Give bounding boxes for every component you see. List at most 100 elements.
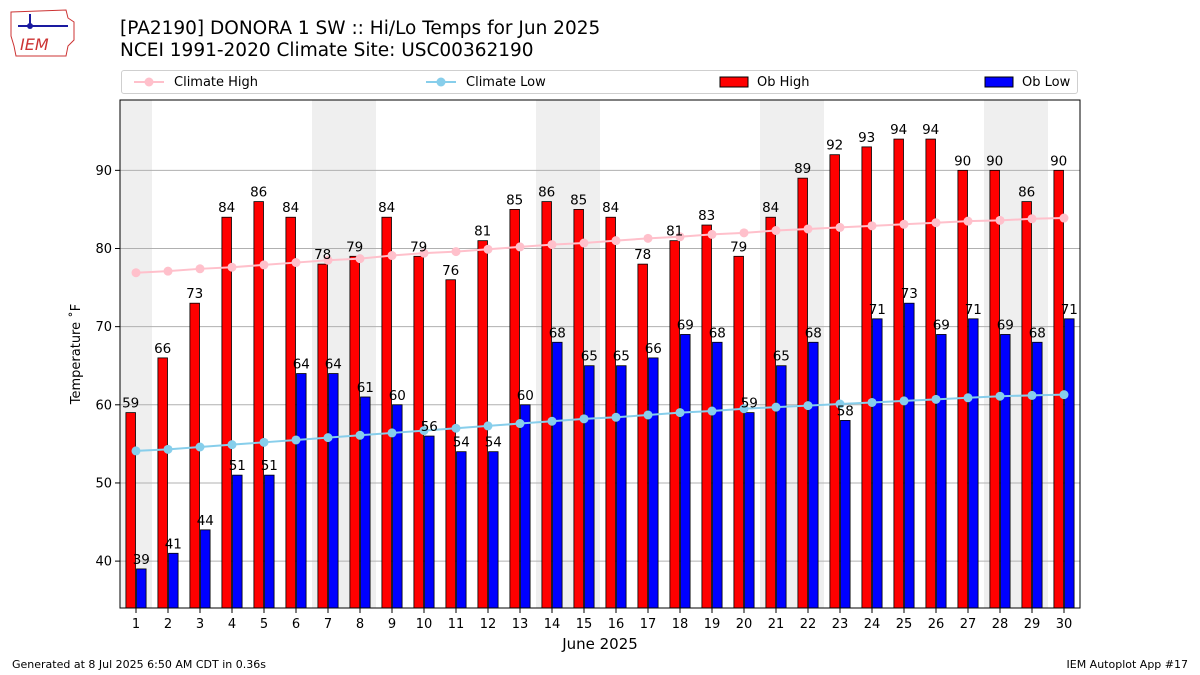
climate-high-point-8 xyxy=(355,254,365,264)
ob-low-bar-10 xyxy=(424,435,435,609)
ob-high-bar-23 xyxy=(829,154,840,609)
ob-high-bar-18 xyxy=(669,240,680,609)
ob-low-bar-13 xyxy=(520,404,531,609)
ob-low-bar-16 xyxy=(616,365,627,609)
climate-high-point-1 xyxy=(131,268,141,278)
x-axis-label: June 2025 xyxy=(561,635,638,653)
ob-high-bar-4 xyxy=(221,216,232,609)
title-line-2: NCEI 1991-2020 Climate Site: USC00362190 xyxy=(120,40,534,61)
climate-low-point-8 xyxy=(355,430,365,440)
x-tick-label-8: 8 xyxy=(356,617,364,632)
ob-high-bar-6 xyxy=(285,216,296,609)
climate-low-point-11 xyxy=(451,423,461,433)
climate-low-point-9 xyxy=(387,428,397,438)
ob-low-label-25: 73 xyxy=(901,286,918,302)
legend-climate-low: Climate Low xyxy=(424,71,546,93)
climate-low-line xyxy=(135,393,1065,452)
climate-high-point-26 xyxy=(931,218,941,228)
ob-high-bar-17 xyxy=(637,263,648,609)
climate-low-point-6 xyxy=(291,435,301,445)
climate-high-point-16 xyxy=(611,236,621,246)
climate-low-point-4 xyxy=(227,440,237,450)
weekend-shade-7 xyxy=(312,100,344,608)
ob-high-label-14: 86 xyxy=(538,185,555,201)
climate-high-point-5 xyxy=(259,260,269,270)
ob-high-bar-27 xyxy=(957,169,968,609)
x-tick-label-4: 4 xyxy=(228,617,236,632)
ob-high-label-4: 84 xyxy=(218,200,235,216)
legend-ob-high-swatch xyxy=(719,76,749,88)
ob-low-label-9: 60 xyxy=(389,388,406,404)
ob-high-label-8: 79 xyxy=(346,239,363,255)
x-tick-label-9: 9 xyxy=(388,617,396,632)
ob-low-bar-11 xyxy=(456,451,467,609)
climate-low-point-18 xyxy=(675,408,685,418)
climate-low-point-29 xyxy=(1027,390,1037,400)
ob-low-label-21: 65 xyxy=(773,349,790,365)
y-tick-label-40: 40 xyxy=(95,555,112,570)
ob-high-label-3: 73 xyxy=(186,286,203,302)
ob-low-label-27: 71 xyxy=(965,302,982,318)
climate-high-point-24 xyxy=(867,221,877,231)
ob-low-bar-5 xyxy=(264,474,275,609)
gridlines xyxy=(120,169,1080,562)
ob-low-bar-23 xyxy=(840,420,851,609)
ob-low-bar-12 xyxy=(488,451,499,609)
x-tick-label-18: 18 xyxy=(672,617,689,632)
climate-high-line xyxy=(135,217,1065,274)
ob-low-label-19: 68 xyxy=(709,325,726,341)
ob-low-label-1: 39 xyxy=(133,552,150,568)
title-line-1: [PA2190] DONORA 1 SW :: Hi/Lo Temps for … xyxy=(120,18,601,39)
ob-low-bar-4 xyxy=(232,474,243,609)
ob-high-bar-13 xyxy=(509,209,520,609)
x-tick-label-22: 22 xyxy=(800,617,817,632)
climate-low-point-1 xyxy=(131,446,141,456)
x-tick-label-6: 6 xyxy=(292,617,300,632)
x-tick-label-26: 26 xyxy=(928,617,945,632)
ob-high-label-1: 59 xyxy=(122,396,139,412)
ob-high-bar-22 xyxy=(797,177,808,609)
climate-high-point-20 xyxy=(739,228,749,238)
ob-low-bar-29 xyxy=(1032,341,1043,609)
climate-low-point-12 xyxy=(483,421,493,431)
climate-low-point-27 xyxy=(963,393,973,403)
legend-ob-low: Ob Low xyxy=(984,71,1070,93)
climate-high-point-27 xyxy=(963,216,973,226)
ob-high-bar-25 xyxy=(893,138,904,609)
ob-low-label-6: 64 xyxy=(293,357,310,373)
climate-low-point-16 xyxy=(611,412,621,422)
x-tick-label-12: 12 xyxy=(480,617,497,632)
legend-climate-high: Climate High xyxy=(132,71,258,93)
ob-high-label-24: 93 xyxy=(858,130,875,146)
climate-high-point-17 xyxy=(643,233,653,243)
y-tick-label-90: 90 xyxy=(95,164,112,179)
ob-high-label-28: 90 xyxy=(986,153,1003,169)
climate-low-point-30 xyxy=(1059,390,1069,400)
ob-low-bar-17 xyxy=(648,357,659,609)
ob-low-label-13: 60 xyxy=(517,388,534,404)
climate-high-point-21 xyxy=(771,226,781,236)
ob-low-label-26: 69 xyxy=(933,317,950,333)
x-tick-label-10: 10 xyxy=(416,617,433,632)
climate-low-point-13 xyxy=(515,419,525,429)
ob-low-label-5: 51 xyxy=(261,458,278,474)
ob-high-bar-3 xyxy=(189,302,200,609)
climate-high-point-3 xyxy=(195,264,205,274)
ob-low-bar-7 xyxy=(328,373,339,609)
climate-high-point-18 xyxy=(675,232,685,242)
ob-low-bar-21 xyxy=(776,365,787,609)
ob-high-bar-30 xyxy=(1053,169,1064,609)
weekend-shade-15 xyxy=(568,100,600,608)
climate-low-point-23 xyxy=(835,399,845,409)
weekend-shading xyxy=(120,100,1048,608)
ob-low-bar-26 xyxy=(936,334,947,609)
ob-high-label-6: 84 xyxy=(282,200,299,216)
climate-high-point-28 xyxy=(995,215,1005,225)
x-tick-label-16: 16 xyxy=(608,617,625,632)
ob-high-label-29: 86 xyxy=(1018,185,1035,201)
ob-low-bar-27 xyxy=(968,318,979,609)
x-tick-label-30: 30 xyxy=(1056,617,1073,632)
y-tick-label-80: 80 xyxy=(95,242,112,257)
ob-high-label-18: 81 xyxy=(666,224,683,240)
